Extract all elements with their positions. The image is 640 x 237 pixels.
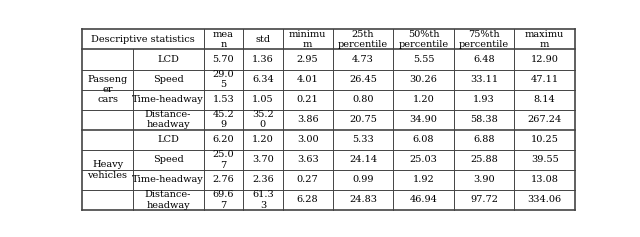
Text: Speed: Speed — [153, 155, 184, 164]
Text: 47.11: 47.11 — [531, 75, 559, 84]
Text: 3.90: 3.90 — [474, 175, 495, 184]
Text: 4.01: 4.01 — [297, 75, 319, 84]
Text: 50%th
percentile: 50%th percentile — [399, 30, 449, 49]
Text: 10.25: 10.25 — [531, 135, 559, 144]
Text: 5.70: 5.70 — [212, 55, 234, 64]
Text: 1.20: 1.20 — [413, 95, 435, 104]
Text: 6.08: 6.08 — [413, 135, 435, 144]
Text: 25.03: 25.03 — [410, 155, 438, 164]
Text: 3.00: 3.00 — [297, 135, 319, 144]
Text: 39.55: 39.55 — [531, 155, 559, 164]
Text: 6.20: 6.20 — [212, 135, 234, 144]
Text: 2.95: 2.95 — [297, 55, 319, 64]
Text: Time-headway: Time-headway — [132, 95, 204, 104]
Text: 25th
percentile: 25th percentile — [338, 30, 388, 49]
Text: Descriptive statistics: Descriptive statistics — [91, 35, 195, 44]
Text: 97.72: 97.72 — [470, 196, 498, 205]
Text: 6.88: 6.88 — [474, 135, 495, 144]
Text: 3.63: 3.63 — [297, 155, 319, 164]
Text: Distance-
headway: Distance- headway — [145, 190, 191, 210]
Text: 1.20: 1.20 — [252, 135, 274, 144]
Text: Distance-
headway: Distance- headway — [145, 110, 191, 129]
Text: 12.90: 12.90 — [531, 55, 559, 64]
Text: minimu
m: minimu m — [289, 30, 326, 49]
Text: 6.34: 6.34 — [252, 75, 274, 84]
Text: 61.3
3: 61.3 3 — [252, 190, 274, 210]
Text: 1.05: 1.05 — [252, 95, 274, 104]
Text: 75%th
percentile: 75%th percentile — [459, 30, 509, 49]
Text: Speed: Speed — [153, 75, 184, 84]
Text: 29.0
5: 29.0 5 — [212, 70, 234, 89]
Text: 6.48: 6.48 — [474, 55, 495, 64]
Text: Passeng
er
cars: Passeng er cars — [88, 75, 127, 105]
Text: 45.2
9: 45.2 9 — [212, 110, 234, 129]
Text: 1.53: 1.53 — [212, 95, 234, 104]
Text: 24.83: 24.83 — [349, 196, 377, 205]
Text: 34.90: 34.90 — [410, 115, 438, 124]
Text: 8.14: 8.14 — [534, 95, 556, 104]
Text: 20.75: 20.75 — [349, 115, 377, 124]
Text: 0.80: 0.80 — [352, 95, 374, 104]
Text: 4.73: 4.73 — [352, 55, 374, 64]
Text: 5.55: 5.55 — [413, 55, 435, 64]
Text: 69.6
7: 69.6 7 — [212, 190, 234, 210]
Text: 3.70: 3.70 — [252, 155, 274, 164]
Text: 46.94: 46.94 — [410, 196, 438, 205]
Text: mea
n: mea n — [213, 30, 234, 49]
Text: 1.36: 1.36 — [252, 55, 274, 64]
Text: 35.2
0: 35.2 0 — [252, 110, 274, 129]
Text: 25.88: 25.88 — [470, 155, 498, 164]
Text: std: std — [255, 35, 271, 44]
Text: 24.14: 24.14 — [349, 155, 377, 164]
Text: 334.06: 334.06 — [527, 196, 562, 205]
Text: 2.76: 2.76 — [212, 175, 234, 184]
Text: 1.93: 1.93 — [473, 95, 495, 104]
Text: 267.24: 267.24 — [527, 115, 562, 124]
Text: 2.36: 2.36 — [252, 175, 274, 184]
Text: 13.08: 13.08 — [531, 175, 559, 184]
Text: LCD: LCD — [157, 55, 179, 64]
Text: maximu
m: maximu m — [525, 30, 564, 49]
Text: 3.86: 3.86 — [297, 115, 319, 124]
Text: 58.38: 58.38 — [470, 115, 498, 124]
Text: Heavy
vehicles: Heavy vehicles — [88, 160, 127, 180]
Text: 0.99: 0.99 — [352, 175, 374, 184]
Text: 0.21: 0.21 — [297, 95, 319, 104]
Text: 5.33: 5.33 — [352, 135, 374, 144]
Text: 30.26: 30.26 — [410, 75, 438, 84]
Text: 1.92: 1.92 — [413, 175, 435, 184]
Text: 26.45: 26.45 — [349, 75, 377, 84]
Text: Time-headway: Time-headway — [132, 175, 204, 184]
Text: LCD: LCD — [157, 135, 179, 144]
Text: 0.27: 0.27 — [297, 175, 319, 184]
Text: 6.28: 6.28 — [297, 196, 319, 205]
Text: 25.0
7: 25.0 7 — [212, 150, 234, 169]
Text: 33.11: 33.11 — [470, 75, 498, 84]
